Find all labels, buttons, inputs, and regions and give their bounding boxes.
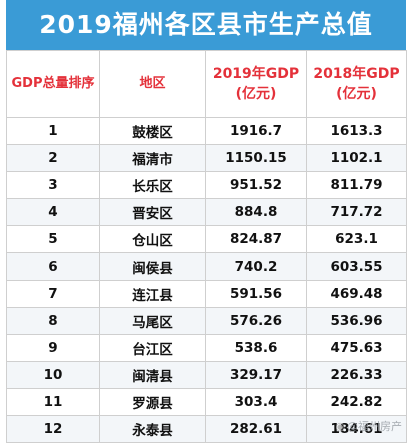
district-cell: 仓山区 [99, 225, 206, 254]
watermark: ◉ @福州房产 [335, 418, 402, 434]
header-district: 地区 [99, 50, 206, 118]
rank-cell: 1 [6, 116, 100, 146]
header-gdp-2019-label: 2019年GDP [212, 66, 300, 82]
header-gdp-2019-unit: (亿元) [235, 86, 277, 102]
header-gdp-2018-unit: (亿元) [336, 86, 377, 102]
table-row: 1 鼓楼区 1916.7 1613.3 [6, 116, 407, 146]
district-cell: 鼓楼区 [99, 116, 206, 146]
gdp-2018-cell: 242.82 [306, 387, 407, 417]
weibo-icon: ◉ [335, 420, 345, 433]
gdp-2018-cell: 717.72 [306, 198, 407, 227]
table-row: 7 连江县 591.56 469.48 [6, 279, 407, 308]
gdp-2018-cell: 475.63 [306, 333, 407, 362]
gdp-2018-cell: 469.48 [306, 279, 407, 308]
gdp-2018-cell: 184.61 [306, 415, 407, 443]
gdp-2018-cell: 226.33 [306, 360, 407, 389]
header-rank: GDP总量排序 [6, 50, 100, 118]
district-cell: 闽清县 [99, 360, 206, 389]
header-gdp-2018: 2018年GDP (亿元) [306, 50, 407, 118]
rank-cell: 2 [6, 144, 100, 173]
gdp-2019-cell: 740.2 [205, 252, 307, 281]
rank-cell: 4 [6, 198, 100, 227]
gdp-2018-cell: 1102.1 [306, 144, 407, 173]
page-title: 2019福州各区县市生产总值 [6, 0, 406, 50]
table-row: 6 闽侯县 740.2 603.55 [6, 252, 407, 281]
gdp-2019-cell: 282.61 [205, 415, 307, 443]
rank-cell: 8 [6, 306, 100, 335]
district-cell: 台江区 [99, 333, 206, 362]
gdp-2019-cell: 951.52 [205, 171, 307, 200]
gdp-2019-cell: 1150.15 [205, 144, 307, 173]
header-row: GDP总量排序 地区 2019年GDP (亿元) 2018年GDP (亿元) [6, 50, 407, 118]
rank-cell: 7 [6, 279, 100, 308]
table-row: 11 罗源县 303.4 242.82 [6, 387, 407, 417]
rank-cell: 3 [6, 171, 100, 200]
district-cell: 马尾区 [99, 306, 206, 335]
gdp-2019-cell: 824.87 [205, 225, 307, 254]
gdp-2019-cell: 576.26 [205, 306, 307, 335]
header-gdp-2018-label: 2018年GDP [313, 66, 400, 82]
gdp-2019-cell: 538.6 [205, 333, 307, 362]
table-row: 2 福清市 1150.15 1102.1 [6, 144, 407, 173]
table-row: 5 仓山区 824.87 623.1 [6, 225, 407, 254]
table-row: 4 晋安区 884.8 717.72 [6, 198, 407, 227]
rank-cell: 12 [6, 415, 100, 443]
gdp-2019-cell: 591.56 [205, 279, 307, 308]
rank-cell: 5 [6, 225, 100, 254]
district-cell: 永泰县 [99, 415, 206, 443]
table-row: 3 长乐区 951.52 811.79 [6, 171, 407, 200]
table-row: 10 闽清县 329.17 226.33 [6, 360, 407, 389]
gdp-2018-cell: 811.79 [306, 171, 407, 200]
district-cell: 长乐区 [99, 171, 206, 200]
gdp-2018-cell: 536.96 [306, 306, 407, 335]
district-cell: 福清市 [99, 144, 206, 173]
rank-cell: 10 [6, 360, 100, 389]
gdp-2019-cell: 884.8 [205, 198, 307, 227]
table-row: 12 永泰县 282.61 184.61 [6, 415, 407, 443]
gdp-2018-cell: 603.55 [306, 252, 407, 281]
gdp-2019-cell: 329.17 [205, 360, 307, 389]
gdp-2019-cell: 1916.7 [205, 116, 307, 146]
header-gdp-2019: 2019年GDP (亿元) [205, 50, 307, 118]
gdp-2018-cell: 1613.3 [306, 116, 407, 146]
district-cell: 闽侯县 [99, 252, 206, 281]
watermark-text: @福州房产 [347, 420, 402, 433]
table-body: 1 鼓楼区 1916.7 1613.3 2 福清市 1150.15 1102.1… [6, 116, 407, 443]
gdp-2018-cell: 623.1 [306, 225, 407, 254]
rank-cell: 6 [6, 252, 100, 281]
district-cell: 连江县 [99, 279, 206, 308]
gdp-table: GDP总量排序 地区 2019年GDP (亿元) 2018年GDP (亿元) 1… [6, 50, 407, 443]
rank-cell: 9 [6, 333, 100, 362]
district-cell: 晋安区 [99, 198, 206, 227]
table-row: 9 台江区 538.6 475.63 [6, 333, 407, 362]
table-row: 8 马尾区 576.26 536.96 [6, 306, 407, 335]
table-header: GDP总量排序 地区 2019年GDP (亿元) 2018年GDP (亿元) [6, 50, 407, 118]
gdp-2019-cell: 303.4 [205, 387, 307, 417]
rank-cell: 11 [6, 387, 100, 417]
district-cell: 罗源县 [99, 387, 206, 417]
